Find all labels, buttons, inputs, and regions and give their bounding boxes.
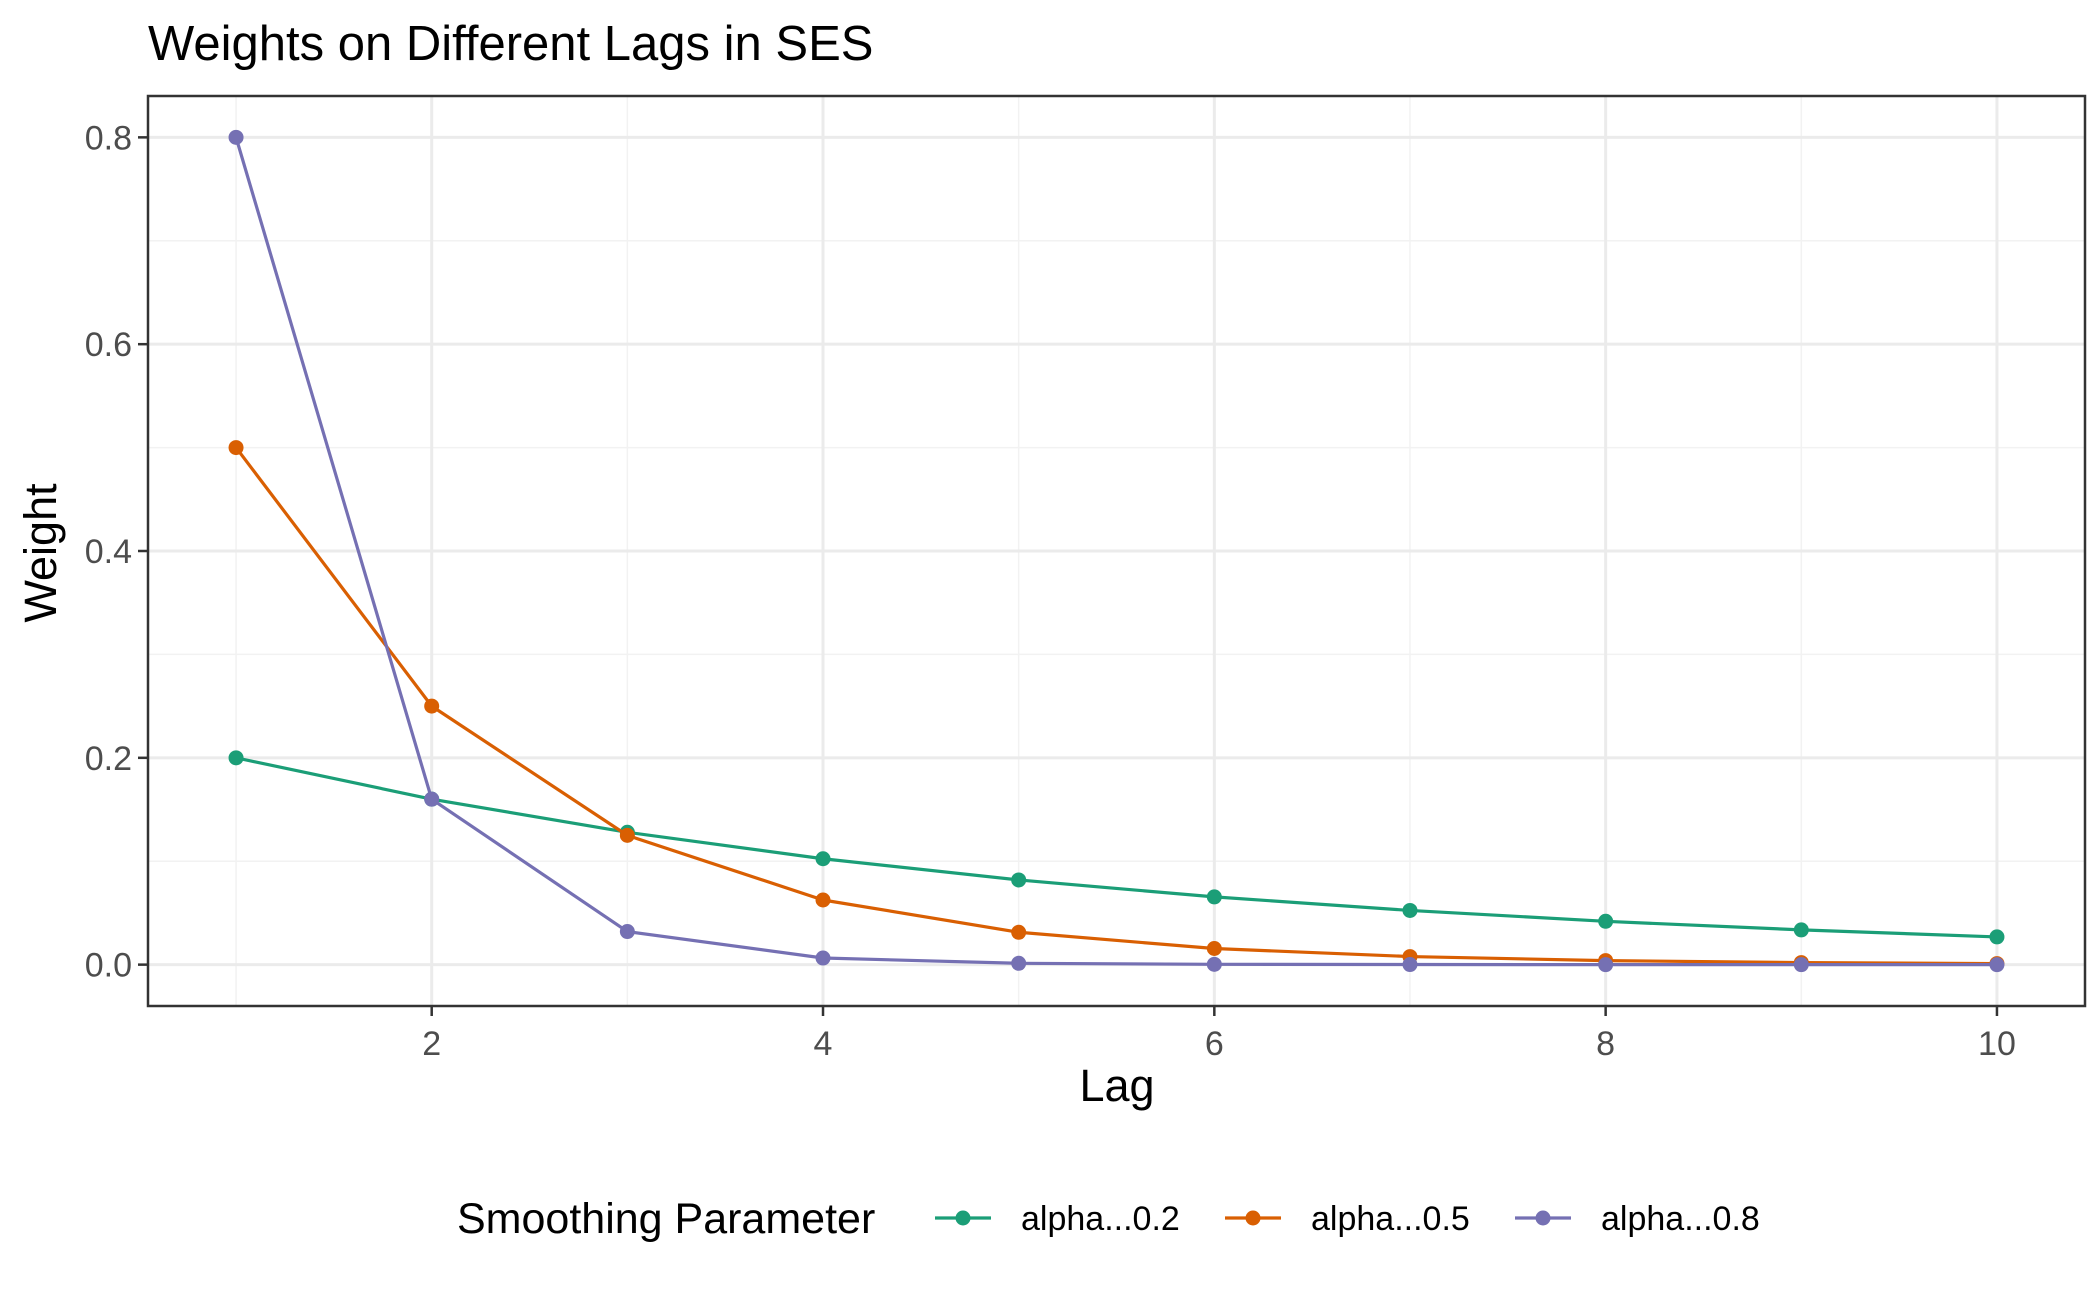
legend-item: alpha...0.5: [1225, 1200, 1470, 1238]
legend-label: alpha...0.8: [1601, 1200, 1760, 1238]
legend-title: Smoothing Parameter: [457, 1195, 875, 1243]
x-tick-label: 8: [1596, 1025, 1615, 1063]
data-point: [228, 129, 244, 145]
data-point: [619, 827, 635, 843]
x-axis-title: Lag: [1079, 1060, 1154, 1111]
data-point: [1793, 957, 1809, 973]
data-point: [1011, 955, 1027, 971]
series-line: [235, 756, 1998, 939]
y-tick-label: 0.4: [85, 533, 132, 571]
y-tick-label: 0.8: [85, 119, 132, 157]
data-point: [424, 791, 440, 807]
data-point: [1011, 872, 1027, 888]
data-point: [1402, 957, 1418, 973]
data-point: [1011, 924, 1027, 940]
data-point: [815, 851, 831, 867]
data-point: [1598, 957, 1614, 973]
y-tick-label: 0.2: [85, 740, 132, 778]
data-point: [1206, 941, 1222, 957]
axes: 2 4 6 8 10 0.0 0.2 0.4 0.6 0.8: [85, 119, 2016, 1063]
legend-key-point: [1245, 1210, 1261, 1226]
data-point: [1598, 913, 1614, 929]
data-point: [228, 750, 244, 766]
y-tick-label: 0.6: [85, 326, 132, 364]
data-point: [1989, 957, 2005, 973]
series-line: [234, 446, 1997, 966]
data-point: [1989, 929, 2005, 945]
data-point: [1793, 922, 1809, 938]
data-point: [1402, 902, 1418, 918]
series-alpha...0.8: [228, 129, 2005, 973]
legend-key-point: [955, 1210, 971, 1226]
data-point: [424, 698, 440, 714]
y-axis-title: Weight: [15, 483, 66, 623]
x-tick-label: 4: [814, 1025, 833, 1063]
legend-label: alpha...0.2: [1021, 1200, 1180, 1238]
x-tick-label: 2: [422, 1025, 441, 1063]
legend-item: alpha...0.2: [935, 1200, 1180, 1238]
data-point: [619, 924, 635, 940]
series-alpha...0.2: [228, 750, 2005, 945]
legend: Smoothing Parameter alpha...0.2 alpha...0.…: [457, 1195, 1760, 1243]
data-point: [1206, 956, 1222, 972]
series-layer: [228, 129, 2005, 973]
series-alpha...0.5: [228, 440, 2005, 972]
data-point: [815, 892, 831, 908]
legend-item: alpha...0.8: [1515, 1200, 1760, 1238]
data-point: [228, 440, 244, 456]
data-point: [1206, 889, 1222, 905]
legend-label: alpha...0.5: [1311, 1200, 1470, 1238]
data-point: [815, 950, 831, 966]
x-tick-label: 6: [1205, 1025, 1224, 1063]
series-line: [234, 136, 1997, 967]
grid: [148, 96, 2085, 1006]
y-tick-label: 0.0: [85, 947, 132, 985]
x-tick-label: 10: [1978, 1025, 2016, 1063]
chart-title: Weights on Different Lags in SES: [148, 17, 873, 71]
legend-key-point: [1535, 1210, 1551, 1226]
